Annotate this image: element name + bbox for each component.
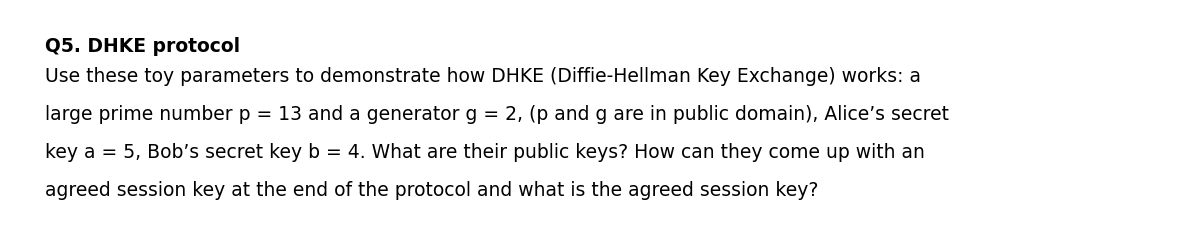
Text: key a = 5, Bob’s secret key b = 4. What are their public keys? How can they come: key a = 5, Bob’s secret key b = 4. What … bbox=[46, 143, 925, 162]
Text: agreed session key at the end of the protocol and what is the agreed session key: agreed session key at the end of the pro… bbox=[46, 181, 818, 200]
Text: Use these toy parameters to demonstrate how DHKE (Diffie-Hellman Key Exchange) w: Use these toy parameters to demonstrate … bbox=[46, 67, 922, 86]
Text: Q5. DHKE protocol: Q5. DHKE protocol bbox=[46, 37, 240, 56]
Text: large prime number p = 13 and a generator g = 2, (p and g are in public domain),: large prime number p = 13 and a generato… bbox=[46, 105, 949, 124]
